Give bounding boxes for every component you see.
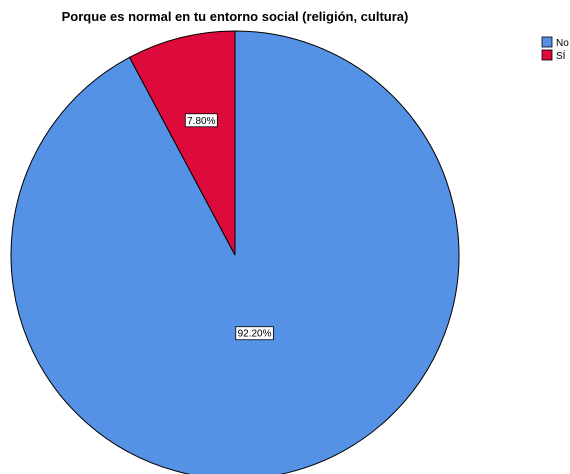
pie-slice-no (10, 30, 460, 474)
data-label-text: 7.80% (187, 116, 215, 127)
legend-item-s-: SÍ (541, 49, 566, 62)
chart-title: Porque es normal en tu entorno social (r… (61, 9, 409, 24)
pie-slice-s- (128, 30, 236, 256)
pie-slices (10, 30, 460, 474)
data-label-s-: 7.80% (184, 113, 218, 128)
data-label-no: 92.20% (235, 326, 274, 341)
legend-swatch (541, 49, 553, 61)
legend-item-no: No (541, 36, 569, 49)
data-label-box (235, 326, 274, 341)
legend-label: No (556, 38, 569, 49)
pie-data-labels: 92.20% 7.80% (184, 113, 274, 341)
legend-swatch (541, 36, 553, 48)
legend-label: SÍ (556, 49, 566, 62)
data-label-box (184, 113, 218, 128)
data-label-text: 92.20% (238, 329, 272, 340)
